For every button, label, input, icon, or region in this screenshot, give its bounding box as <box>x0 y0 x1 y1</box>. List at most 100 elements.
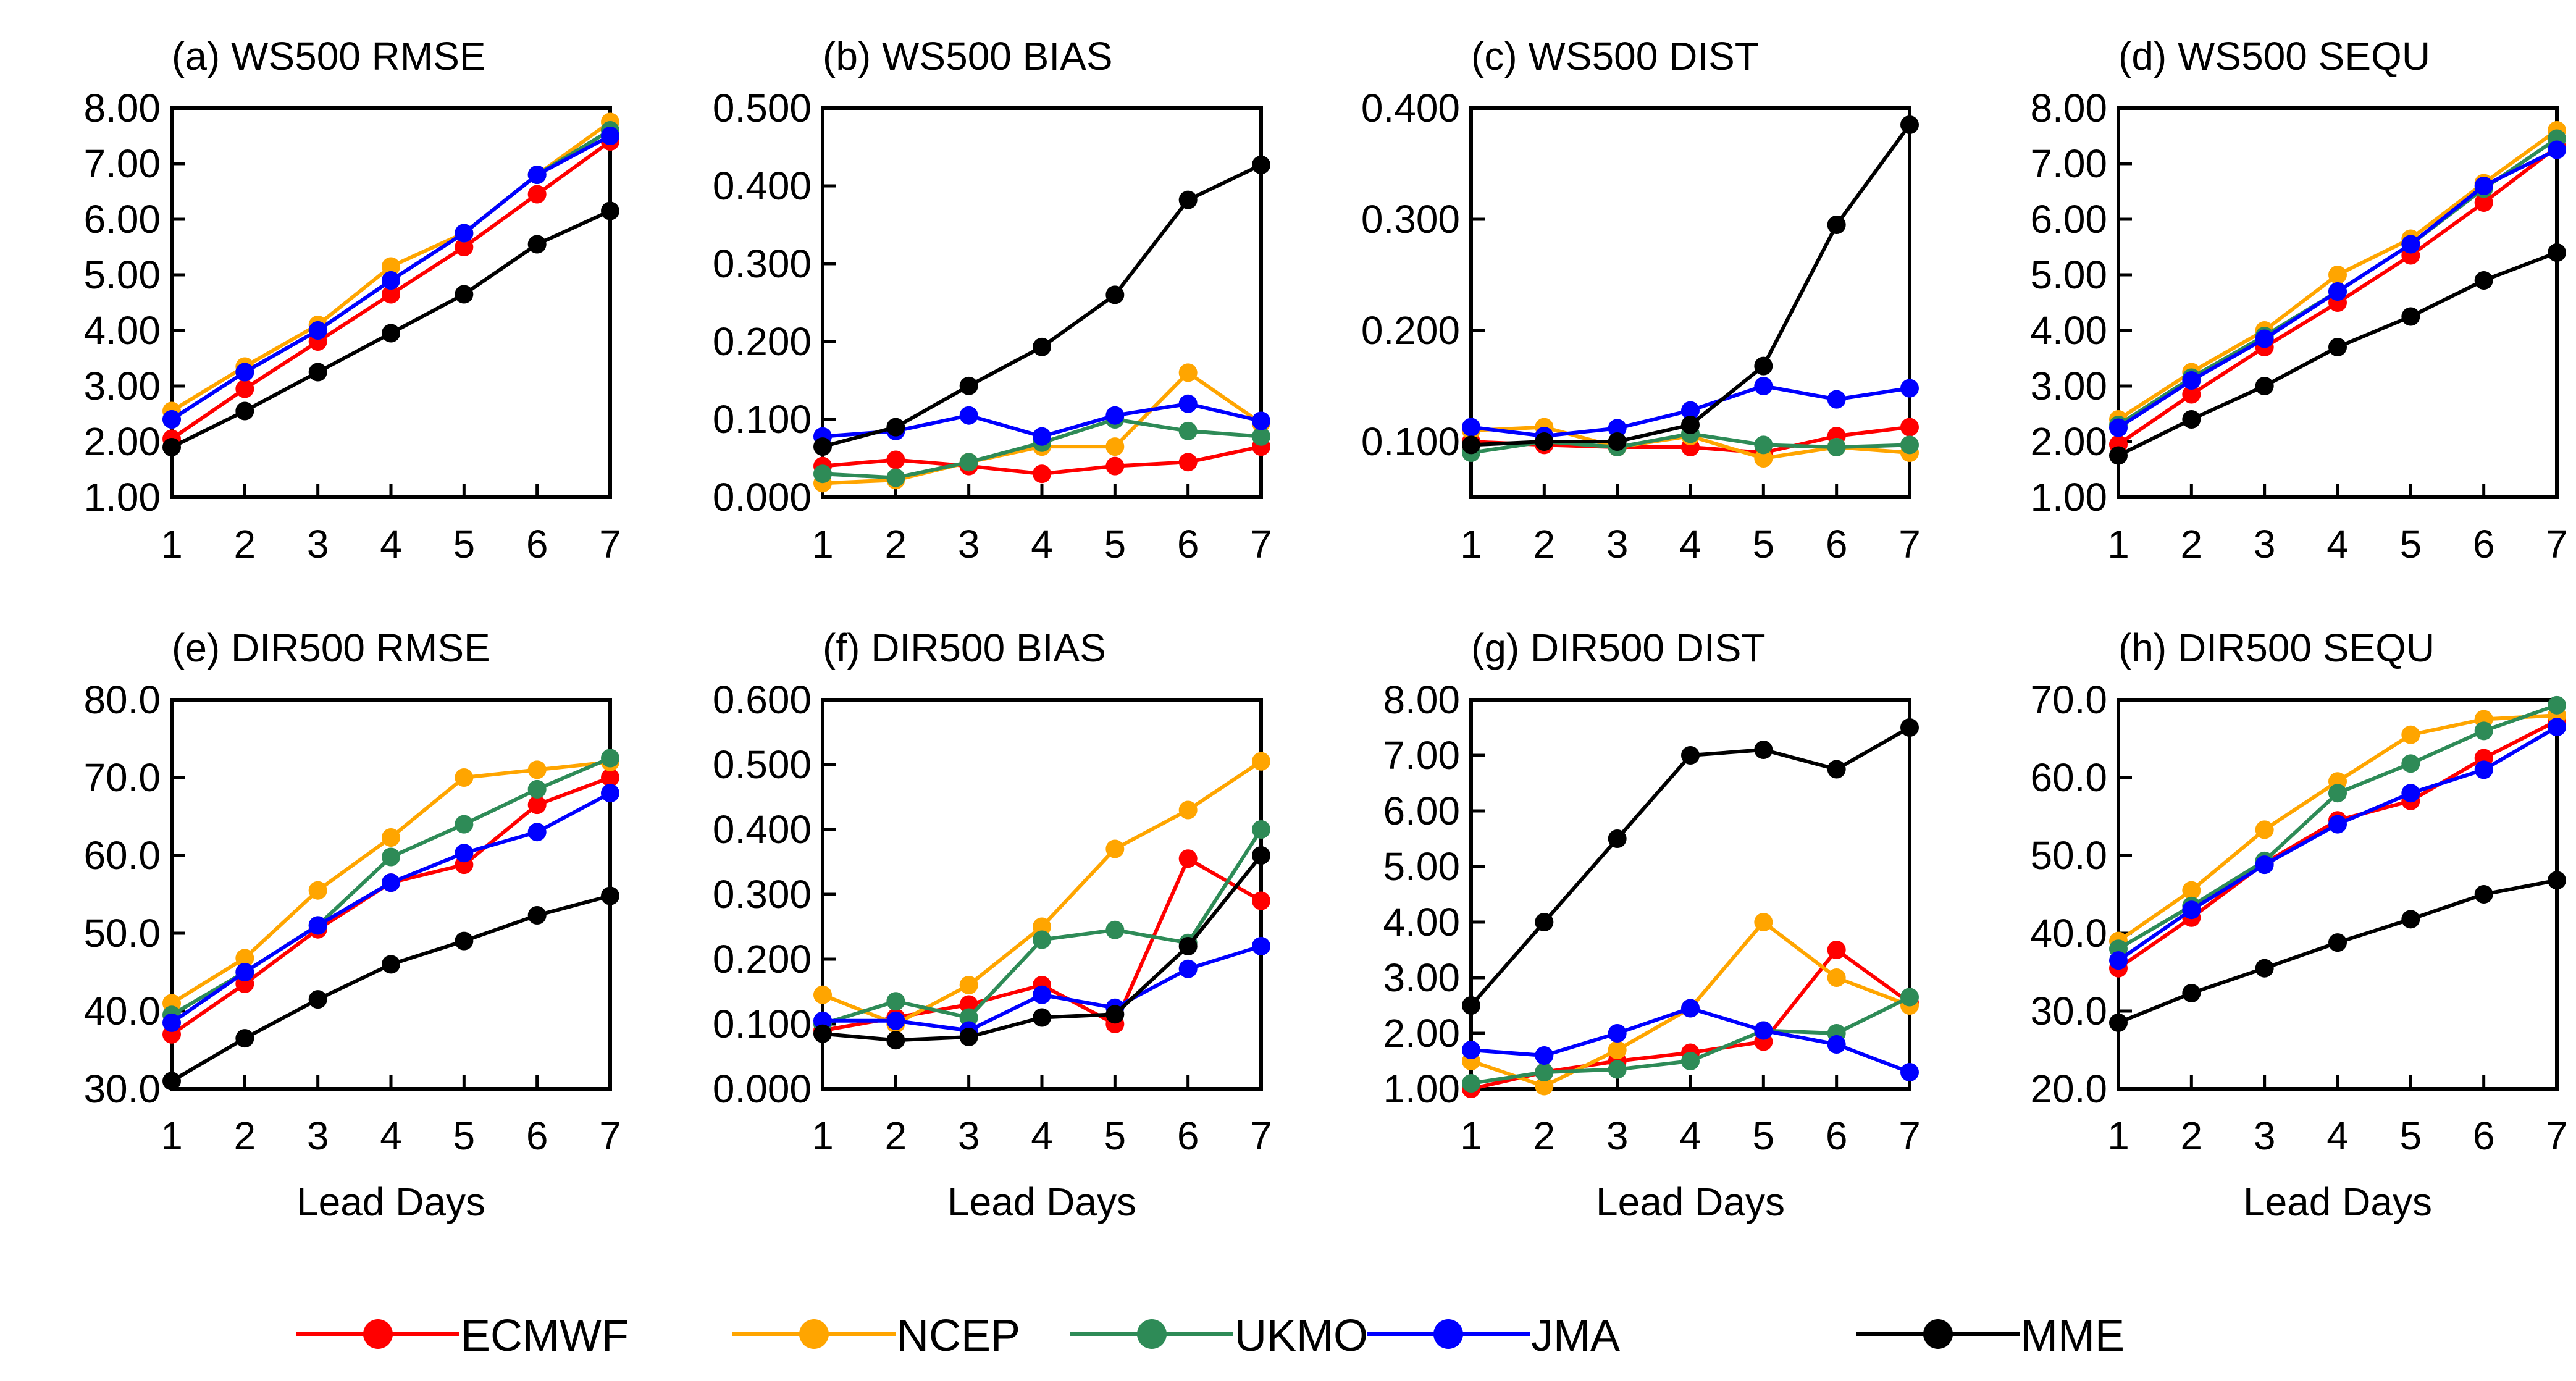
data-point <box>886 1031 905 1050</box>
y-tick-label: 60.0 <box>2030 755 2107 800</box>
data-point <box>1178 959 1198 978</box>
x-tick-label: 3 <box>2254 1114 2276 1158</box>
y-tick-label: 0.400 <box>1361 86 1460 130</box>
y-tick-label: 6.00 <box>2030 197 2107 241</box>
x-tick-label: 4 <box>1031 1114 1053 1158</box>
data-point <box>2109 951 2128 970</box>
data-point <box>1900 988 1919 1007</box>
data-point <box>1608 432 1627 451</box>
series-ncep <box>2109 706 2566 951</box>
y-tick-label: 50.0 <box>83 911 161 955</box>
data-point <box>2182 881 2201 900</box>
x-tick-label: 3 <box>1606 522 1629 566</box>
data-point <box>1681 1052 1700 1070</box>
data-point <box>1535 1077 1554 1096</box>
data-point <box>382 271 400 290</box>
data-point <box>1681 401 1700 420</box>
series-line <box>170 776 611 1036</box>
data-point <box>527 235 547 254</box>
data-point <box>382 955 400 974</box>
x-tick-label: 6 <box>1177 522 1199 566</box>
y-tick-label: 1.00 <box>83 475 161 519</box>
data-point <box>1033 985 1051 1004</box>
data-point <box>2474 721 2493 741</box>
data-point <box>2474 271 2493 290</box>
plot-frame <box>821 698 1263 1091</box>
y-tick-label: 7.00 <box>1383 733 1460 778</box>
panel-title: (a) WS500 RMSE <box>172 34 486 78</box>
legend-label: UKMO <box>1235 1311 1368 1361</box>
legend-item-mme: MME <box>1856 1311 2125 1361</box>
legend-marker <box>799 1319 829 1349</box>
data-point <box>1681 746 1700 765</box>
x-tick-label: 2 <box>234 522 256 566</box>
data-point <box>2474 177 2493 195</box>
x-tick-label: 7 <box>1898 522 1921 566</box>
data-point <box>1827 968 1846 987</box>
data-point <box>1178 849 1198 868</box>
data-point <box>1252 820 1270 839</box>
y-tick-label: 5.00 <box>1383 844 1460 889</box>
data-point <box>2182 410 2201 429</box>
y-tick-label: 5.00 <box>83 253 161 297</box>
series-jma <box>2109 140 2566 437</box>
y-tick-label: 1.00 <box>1383 1067 1460 1111</box>
data-point <box>308 990 327 1009</box>
data-point <box>2182 984 2201 1003</box>
data-point <box>959 1008 978 1027</box>
x-tick-label: 5 <box>1753 522 1775 566</box>
y-tick-label: 1.00 <box>2030 475 2107 519</box>
data-point <box>1033 427 1051 446</box>
data-point <box>1462 1041 1480 1059</box>
data-point <box>162 1072 181 1091</box>
chart-panel-5: (e) DIR500 RMSE 30.0 40.0 50.0 60.0 70.0 80.0 1… <box>83 626 621 1224</box>
panel-title: (b) WS500 BIAS <box>823 34 1113 78</box>
x-tick-label: 5 <box>1104 522 1126 566</box>
data-point <box>1754 356 1773 376</box>
y-tick-label: 40.0 <box>83 989 161 1033</box>
panel-title: (f) DIR500 BIAS <box>823 626 1106 670</box>
y-tick-label: 0.500 <box>713 86 812 130</box>
legend-label: JMA <box>1531 1311 1620 1361</box>
data-point <box>1033 464 1051 484</box>
data-point <box>959 995 978 1014</box>
data-point <box>235 963 254 981</box>
series-mme <box>2109 871 2566 1032</box>
x-tick-label: 1 <box>2107 1114 2129 1158</box>
y-tick-label: 0.200 <box>713 319 812 364</box>
data-point <box>162 410 181 429</box>
x-tick-label: 1 <box>161 522 183 566</box>
data-point <box>1900 418 1919 437</box>
data-point <box>1252 155 1270 174</box>
x-tick-label: 1 <box>2107 522 2129 566</box>
x-tick-label: 4 <box>380 1114 402 1158</box>
series-mme <box>1462 115 1919 455</box>
y-tick-label: 2.00 <box>2030 419 2107 464</box>
legend-marker <box>1137 1319 1167 1349</box>
y-tick-label: 20.0 <box>2030 1067 2107 1111</box>
y-tick-label: 40.0 <box>2030 911 2107 955</box>
data-point <box>382 324 400 343</box>
data-point <box>1681 416 1700 434</box>
data-point <box>2182 371 2201 390</box>
data-point <box>1105 406 1125 425</box>
y-tick-label: 0.300 <box>1361 197 1460 241</box>
data-point <box>959 453 978 472</box>
data-point <box>1827 438 1846 456</box>
data-point <box>1900 1063 1919 1081</box>
x-tick-label: 1 <box>1460 522 1482 566</box>
x-tick-label: 4 <box>1679 522 1701 566</box>
series-jma <box>162 127 619 429</box>
y-tick-label: 0.000 <box>713 475 812 519</box>
legend-item-ecmwf: ECMWF <box>296 1311 629 1361</box>
data-point <box>1754 377 1773 395</box>
x-tick-label: 2 <box>885 1114 907 1158</box>
x-tick-label: 3 <box>1606 1114 1629 1158</box>
y-tick-label: 6.00 <box>1383 789 1460 833</box>
data-point <box>1608 829 1627 848</box>
data-point <box>382 847 400 867</box>
x-tick-label: 3 <box>958 1114 980 1158</box>
x-tick-label: 6 <box>526 522 548 566</box>
legend: ECMWF NCEP UKMO JMA MME <box>296 1311 2125 1361</box>
y-tick-label: 0.000 <box>713 1067 812 1111</box>
